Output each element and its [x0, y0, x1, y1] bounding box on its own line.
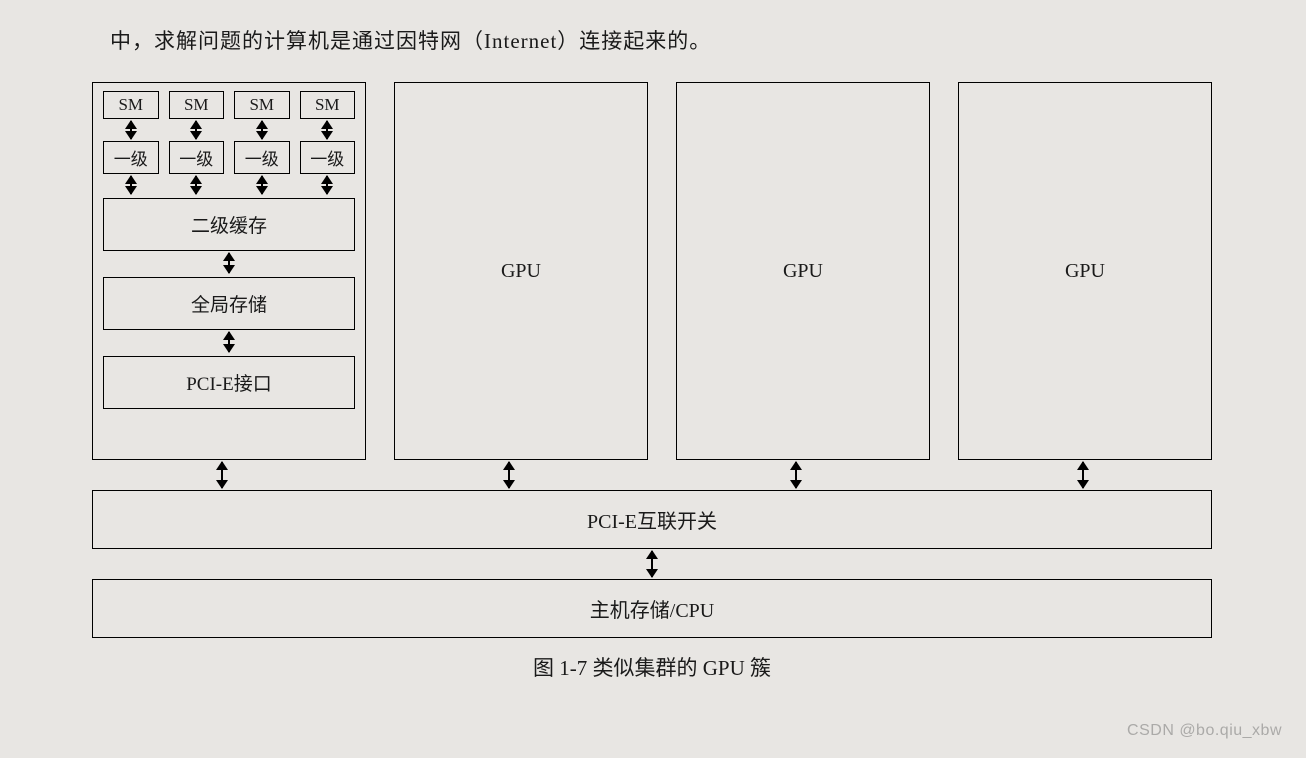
gpu-box: GPU	[676, 82, 930, 460]
bidir-arrow-icon	[261, 176, 263, 194]
bidir-arrow-icon	[508, 462, 510, 488]
watermark-text: CSDN @bo.qiu_xbw	[1127, 722, 1282, 740]
bidir-arrow-icon	[130, 176, 132, 194]
pcie-interface-box: PCI-E接口	[103, 356, 355, 409]
bidir-arrow-icon	[228, 253, 230, 273]
gpu-to-switch-arrows	[92, 460, 1212, 490]
sm-row: SM 一级 SM 一级 SM 一级 SM 一级	[103, 91, 355, 196]
host-cpu-box: 主机存储/CPU	[92, 579, 1212, 638]
sm-column: SM 一级	[234, 91, 290, 196]
sm-column: SM 一级	[300, 91, 356, 196]
switch-to-host-arrow	[92, 549, 1212, 579]
pcie-switch-box: PCI-E互联开关	[92, 490, 1212, 549]
bidir-arrow-icon	[195, 121, 197, 139]
l2-cache-box: 二级缓存	[103, 198, 355, 251]
bidir-arrow-icon	[221, 462, 223, 488]
sm-box: SM	[234, 91, 290, 119]
l1-box: 一级	[169, 141, 225, 174]
figure-caption: 图 1-7 类似集群的 GPU 簇	[92, 652, 1212, 682]
gpu-box: GPU	[958, 82, 1212, 460]
bidir-arrow-icon	[261, 121, 263, 139]
l1-box: 一级	[234, 141, 290, 174]
l1-box: 一级	[300, 141, 356, 174]
bidir-arrow-icon	[228, 332, 230, 352]
bidir-arrow-icon	[1082, 462, 1084, 488]
gpu-row: SM 一级 SM 一级 SM 一级 SM 一级 二级缓存 全局存储 PCI-E接口 GPU G…	[92, 82, 1212, 460]
gpu-box: GPU	[394, 82, 648, 460]
bidir-arrow-icon	[651, 551, 653, 577]
l1-box: 一级	[103, 141, 159, 174]
sm-box: SM	[300, 91, 356, 119]
sm-column: SM 一级	[169, 91, 225, 196]
bidir-arrow-icon	[795, 462, 797, 488]
global-memory-box: 全局存储	[103, 277, 355, 330]
sm-box: SM	[103, 91, 159, 119]
sm-box: SM	[169, 91, 225, 119]
bidir-arrow-icon	[195, 176, 197, 194]
detailed-gpu-box: SM 一级 SM 一级 SM 一级 SM 一级 二级缓存 全局存储 PCI-E接口	[92, 82, 366, 460]
gpu-cluster-diagram: SM 一级 SM 一级 SM 一级 SM 一级 二级缓存 全局存储 PCI-E接口 GPU G…	[92, 82, 1212, 682]
intro-text: 中，求解问题的计算机是通过因特网（Internet）连接起来的。	[110, 25, 711, 55]
bidir-arrow-icon	[326, 121, 328, 139]
bidir-arrow-icon	[130, 121, 132, 139]
sm-column: SM 一级	[103, 91, 159, 196]
bidir-arrow-icon	[326, 176, 328, 194]
